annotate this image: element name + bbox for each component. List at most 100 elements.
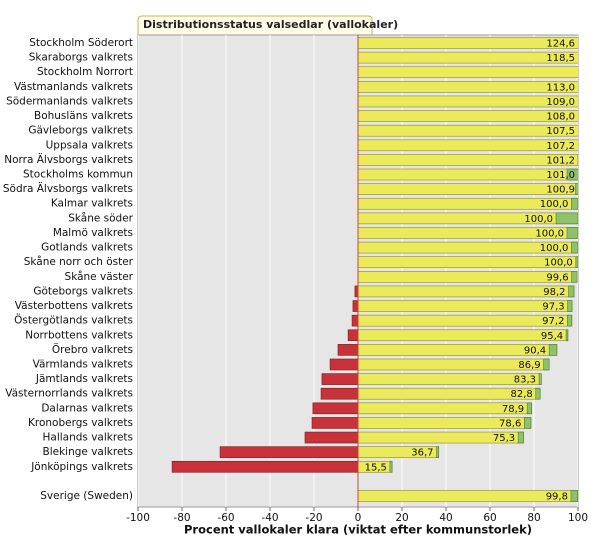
- y-tick-label: Skåne söder: [68, 211, 133, 224]
- y-tick-label: Göteborgs valkrets: [33, 285, 133, 297]
- value-label: 97,3: [542, 302, 564, 313]
- y-tick-label: Norrbottens valkrets: [25, 329, 133, 341]
- bar-segment: [526, 402, 532, 415]
- bar: [357, 490, 578, 502]
- y-tick-label: Bohusläns valkrets: [34, 110, 133, 122]
- bar-negative: [347, 329, 359, 342]
- y-tick-label: Jönköpings valkrets: [30, 461, 133, 473]
- value-label: 86,9: [518, 360, 540, 371]
- y-tick-label: Gotlands valkrets: [41, 242, 133, 254]
- y-tick-label: Västerbottens valkrets: [15, 300, 133, 312]
- x-tick-label: -40: [261, 512, 278, 524]
- bar: [357, 300, 573, 312]
- y-tick-label: Stockholms kommun: [23, 169, 133, 181]
- y-tick-label: Skåne norr och öster: [24, 255, 134, 268]
- bar-negative: [329, 358, 359, 371]
- bar-negative: [171, 460, 359, 473]
- value-label: 101,0: [546, 170, 575, 181]
- bar: [357, 314, 573, 327]
- value-label: 36,7: [411, 448, 433, 459]
- value-label: 100,0: [540, 199, 569, 210]
- y-tick-label: Stockholm Söderort: [29, 37, 133, 49]
- value-label: 100,0: [524, 214, 553, 225]
- y-tick-label: Västernorrlands valkrets: [5, 388, 133, 400]
- y-tick-label: Värmlands valkrets: [33, 358, 133, 370]
- bar-negative: [304, 431, 359, 444]
- plot-layer: 124,6 118,5 113,0 109,0 108,0 107,5 107,2 101,2…: [138, 35, 578, 507]
- x-tick-label: -20: [305, 512, 322, 524]
- value-label: 99,6: [546, 272, 568, 283]
- bar-segment: [543, 358, 550, 371]
- bar-segment: [555, 212, 578, 225]
- bar-segment: [517, 431, 524, 444]
- value-label: 82,8: [510, 389, 532, 400]
- y-tick-label: Skaraborgs valkrets: [29, 52, 133, 64]
- y-tick-label: Dalarnas valkrets: [41, 402, 133, 414]
- bar-segment: [570, 490, 578, 502]
- value-label: 100,0: [544, 258, 573, 269]
- bar-segment: [571, 241, 578, 254]
- value-label: 83,3: [514, 375, 536, 386]
- value-label: 78,9: [502, 404, 524, 415]
- y-tick-label: Blekinge valkrets: [43, 446, 133, 458]
- y-tick-label: Södra Älvsborgs valkrets: [3, 182, 133, 195]
- x-tick-label: 60: [483, 512, 496, 524]
- y-tick-label: Kalmar valkrets: [51, 198, 133, 210]
- x-tick-label: 0: [355, 512, 362, 524]
- bar-negative: [351, 314, 359, 327]
- bar-negative: [320, 387, 359, 400]
- bar-segment: [535, 387, 541, 400]
- value-label: 99,8: [546, 492, 568, 503]
- bar-segment: [566, 227, 578, 239]
- y-tick-label: Örebro valkrets: [52, 343, 133, 356]
- bar: [357, 271, 578, 283]
- value-label: 100,0: [540, 243, 569, 254]
- bar-negative: [352, 300, 359, 312]
- x-tick-label: 100: [568, 512, 588, 524]
- bar-negative: [219, 446, 359, 458]
- y-tick-label: Gävleborgs valkrets: [28, 125, 133, 137]
- y-tick-label: Stockholm Norrort: [37, 66, 133, 78]
- title-tab: [137, 15, 373, 35]
- bar-segment: [389, 460, 393, 473]
- value-label: 101,2: [546, 155, 575, 166]
- x-axis-label: Procent vallokaler klara (viktat efter k…: [184, 523, 532, 537]
- value-label: 113,0: [546, 82, 575, 93]
- bar-segment: [575, 256, 578, 268]
- bar-segment: [538, 373, 542, 385]
- value-label: 107,2: [546, 141, 575, 152]
- bar: [357, 285, 575, 298]
- bar-segment: [571, 271, 578, 283]
- value-label: 107,5: [546, 126, 575, 137]
- value-label: 124,6: [546, 39, 575, 50]
- x-tick-label: 40: [439, 512, 452, 524]
- value-label: 98,2: [543, 287, 565, 298]
- bar-segment: [567, 300, 573, 312]
- value-label: 90,4: [524, 345, 546, 356]
- x-tick-label: 20: [395, 512, 408, 524]
- value-label: 100,9: [546, 185, 575, 196]
- y-tick-label: Uppsala valkrets: [46, 139, 133, 151]
- value-label: 78,6: [499, 418, 521, 429]
- x-tick-label: 80: [527, 512, 540, 524]
- y-tick-label: Västmanlands valkrets: [14, 81, 133, 93]
- y-tick-label: Jämtlands valkrets: [35, 373, 133, 385]
- y-tick-label: Norra Älvsborgs valkrets: [4, 153, 133, 166]
- x-tick-label: -100: [126, 512, 150, 524]
- bar-segment: [571, 197, 578, 210]
- bar-segment: [566, 168, 578, 181]
- value-label: 15,5: [365, 462, 387, 473]
- bar-negative: [321, 373, 359, 385]
- value-label: 75,3: [493, 433, 515, 444]
- bar-negative: [337, 344, 359, 356]
- value-label: 108,0: [546, 112, 575, 123]
- y-tick-label: Kronobergs valkrets: [28, 417, 133, 429]
- x-tick-label: -60: [217, 512, 234, 524]
- y-tick-label: Östergötlands valkrets: [14, 314, 133, 327]
- bar: [357, 329, 569, 342]
- bar-segment: [436, 446, 440, 458]
- bar-segment: [567, 314, 573, 327]
- bar-segment: [548, 344, 558, 356]
- y-tick-label: Sverige (Sweden): [40, 490, 133, 502]
- value-label: 109,0: [546, 97, 575, 108]
